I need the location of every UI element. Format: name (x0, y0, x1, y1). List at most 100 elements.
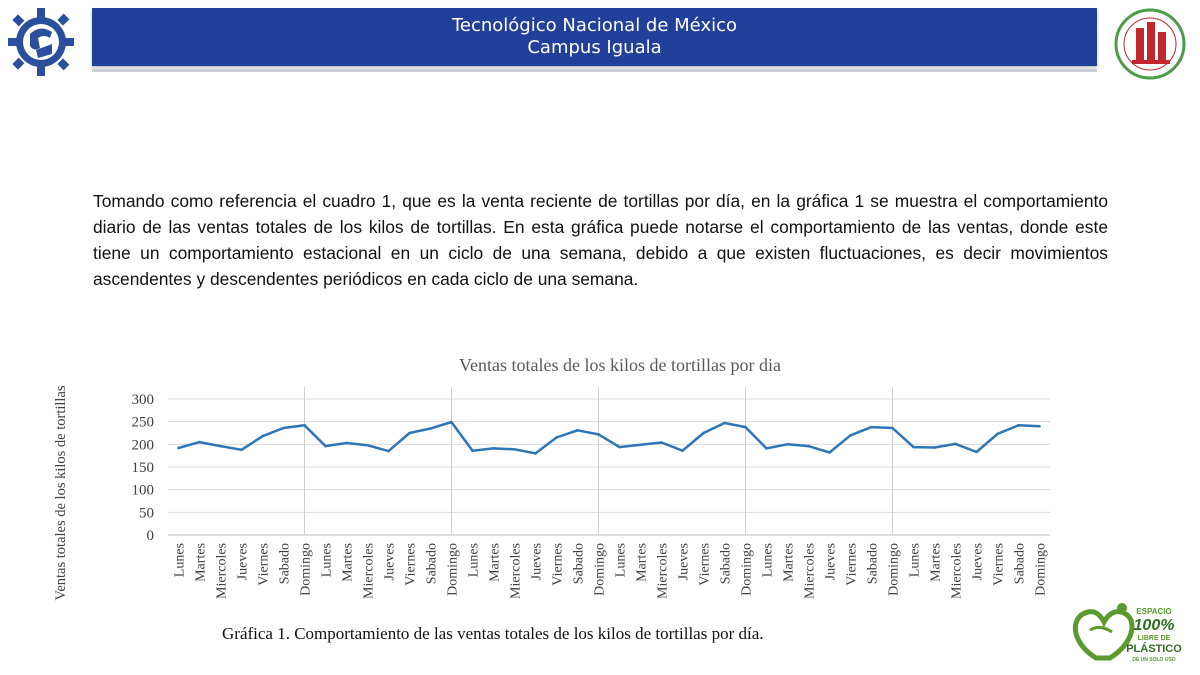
header-band: Tecnológico Nacional de México Campus Ig… (92, 8, 1097, 66)
data-point (450, 420, 453, 424)
data-point (282, 426, 285, 430)
data-point (954, 442, 957, 446)
x-tick-label: Domingo (1034, 543, 1049, 596)
y-tick-label: 150 (132, 460, 155, 476)
data-point (387, 449, 390, 453)
x-tick-label: Martes (782, 543, 797, 582)
data-point (261, 434, 264, 438)
badge-line1: ESPACIO (1136, 607, 1171, 616)
data-point (681, 449, 684, 452)
line-chart: Ventas totales de los kilos de tortillas… (53, 355, 1050, 601)
header-title: Tecnológico Nacional de México (451, 15, 738, 36)
x-tick-label: Viernes (404, 543, 419, 586)
data-point (723, 421, 726, 425)
x-tick-label: Viernes (845, 543, 860, 586)
data-point (555, 436, 558, 439)
data-point (891, 426, 894, 430)
x-tick-label: Sabado (1013, 543, 1028, 584)
x-tick-label: Domingo (446, 543, 461, 596)
data-point (198, 440, 201, 444)
data-point (429, 427, 432, 430)
data-point (345, 441, 348, 445)
plastic-free-badge: ESPACIO 100% LIBRE DE PLÁSTICO DE UN SOL… (1072, 603, 1182, 663)
x-tick-label: Miercoles (509, 543, 524, 599)
x-tick-label: Domingo (299, 543, 314, 596)
badge-line3: LIBRE DE (1138, 635, 1171, 642)
data-point (534, 452, 537, 455)
x-tick-label: Lunes (908, 543, 923, 577)
x-tick-label: Miercoles (656, 543, 671, 599)
x-tick-label: Miercoles (362, 543, 377, 599)
x-tick-label: Domingo (593, 543, 608, 596)
x-tick-label: Martes (341, 543, 356, 582)
data-point (639, 443, 642, 447)
y-tick-label: 300 (132, 392, 155, 408)
data-point (1017, 423, 1020, 427)
x-tick-label: Miercoles (803, 543, 818, 599)
x-tick-label: Viernes (992, 543, 1007, 586)
y-tick-label: 50 (139, 505, 154, 521)
x-tick-label: Lunes (320, 543, 335, 577)
data-point (807, 444, 810, 448)
x-tick-label: Martes (635, 543, 650, 582)
y-tick-label: 100 (132, 483, 155, 499)
x-tick-label: Miercoles (215, 543, 230, 599)
data-point (219, 444, 222, 448)
data-point (618, 445, 621, 449)
data-point (471, 449, 474, 452)
data-point (513, 448, 516, 451)
badge-line2: 100% (1134, 617, 1175, 634)
tecnm-gear-logo (8, 8, 74, 76)
x-tick-label: Jueves (677, 543, 692, 580)
data-point (996, 432, 999, 436)
data-point (933, 446, 936, 449)
x-tick-label: Lunes (173, 543, 188, 577)
x-tick-label: Jueves (824, 543, 839, 580)
data-point (702, 431, 705, 435)
data-point (303, 423, 306, 427)
y-tick-label: 0 (147, 528, 155, 544)
x-tick-label: Jueves (530, 543, 545, 580)
x-tick-label: Lunes (614, 543, 629, 577)
x-tick-label: Sabado (719, 543, 734, 584)
x-tick-label: Jueves (236, 543, 251, 580)
x-tick-label: Viernes (257, 543, 272, 586)
y-tick-label: 250 (132, 415, 155, 431)
x-tick-label: Lunes (467, 543, 482, 577)
x-tick-label: Jueves (971, 543, 986, 580)
header-subtitle: Campus Iguala (527, 37, 662, 58)
data-point (744, 425, 747, 429)
x-tick-label: Viernes (698, 543, 713, 586)
data-point (177, 446, 180, 450)
badge-line5: DE UN SOLO USO (1132, 657, 1175, 663)
data-point (765, 447, 768, 450)
data-point (660, 441, 663, 444)
chart-title: Ventas totales de los kilos de tortillas… (459, 355, 781, 375)
x-tick-label: Viernes (551, 543, 566, 586)
x-tick-label: Jueves (383, 543, 398, 580)
x-tick-label: Sabado (278, 543, 293, 584)
data-point (324, 444, 327, 448)
data-point (240, 448, 243, 452)
iti-seal-logo (1114, 8, 1186, 80)
series-line (178, 420, 1040, 455)
x-tick-label: Martes (194, 543, 209, 582)
data-point (492, 447, 495, 450)
x-tick-label: Miercoles (950, 543, 965, 599)
x-tick-label: Lunes (761, 543, 776, 577)
x-tick-label: Sabado (866, 543, 881, 584)
figure-caption: Gráfica 1. Comportamiento de las ventas … (222, 624, 764, 643)
body-paragraph: Tomando como referencia el cuadro 1, que… (93, 191, 1108, 289)
x-tick-label: Domingo (740, 543, 755, 596)
data-point (975, 450, 978, 454)
data-point (849, 433, 852, 437)
data-point (912, 445, 915, 449)
y-tick-label: 200 (132, 437, 155, 453)
x-tick-label: Sabado (572, 543, 587, 584)
data-point (597, 433, 600, 436)
data-point (1038, 424, 1041, 428)
badge-line4: PLÁSTICO (1126, 642, 1182, 655)
x-tick-label: Sabado (425, 543, 440, 584)
data-point (870, 425, 873, 429)
x-tick-label: Martes (488, 543, 503, 582)
